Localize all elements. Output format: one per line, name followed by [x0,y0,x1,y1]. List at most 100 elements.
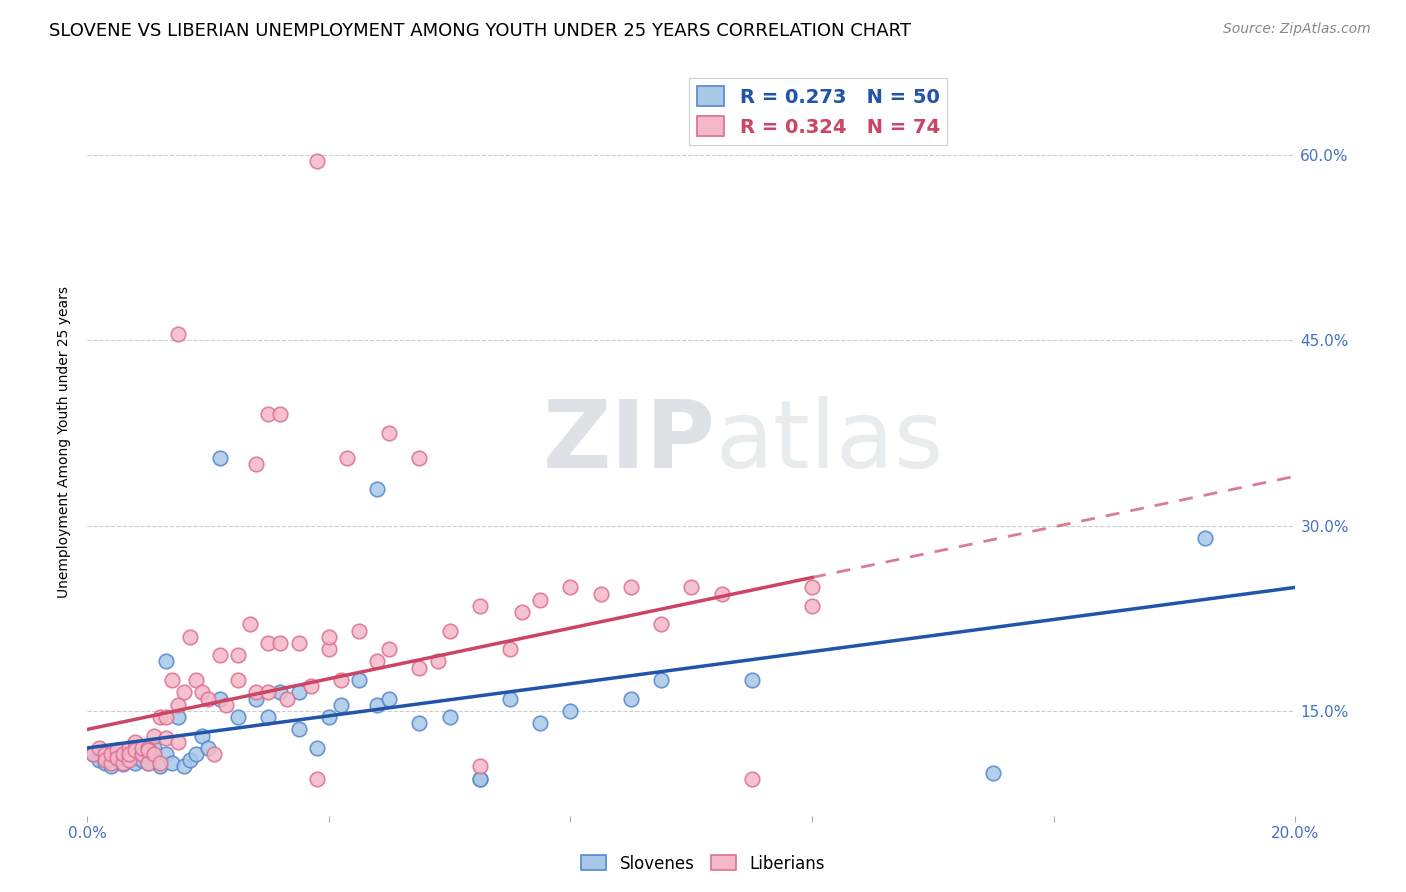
Point [124,743,146,757]
Point [269,636,291,650]
Point [366,482,388,496]
Point [149,759,172,773]
Point [179,630,201,644]
Point [100,759,122,773]
Text: atlas: atlas [716,396,943,488]
Point [166,710,188,724]
Point [94,753,117,767]
Point [983,765,1005,780]
Point [1194,531,1216,545]
Point [118,753,141,767]
Point [89,741,111,756]
Point [366,655,388,669]
Point [131,753,153,767]
Point [179,753,201,767]
Point [269,685,291,699]
Point [112,747,135,761]
Point [226,648,249,663]
Point [336,450,359,465]
Point [173,685,195,699]
Point [136,741,159,756]
Point [650,673,672,687]
Point [82,747,104,761]
Point [166,698,188,712]
Point [124,756,146,770]
Point [329,698,352,712]
Point [468,759,491,773]
Point [589,586,612,600]
Point [118,747,141,761]
Point [468,599,491,613]
Legend: Slovenes, Liberians: Slovenes, Liberians [575,848,831,880]
Point [191,729,214,743]
Point [118,751,141,765]
Point [149,756,172,770]
Point [245,457,267,471]
Point [801,599,824,613]
Point [142,729,165,743]
Point [202,747,225,761]
Point [155,710,177,724]
Point [142,741,165,756]
Point [439,710,461,724]
Point [276,691,298,706]
Point [136,756,159,770]
Point [197,691,219,706]
Point [131,741,153,756]
Point [305,741,328,756]
Point [94,747,117,761]
Point [142,747,165,761]
Point [426,655,449,669]
Point [118,741,141,756]
Point [184,673,207,687]
Point [118,747,141,761]
Point [155,747,177,761]
Point [347,624,370,638]
Point [136,743,159,757]
Point [160,756,183,770]
Point [245,685,267,699]
Point [112,757,135,772]
Point [269,408,291,422]
Point [620,691,643,706]
Point [124,749,146,764]
Point [650,617,672,632]
Point [105,753,128,767]
Point [100,756,122,770]
Point [287,636,309,650]
Point [468,772,491,786]
Point [468,772,491,786]
Legend: R = 0.273   N = 50, R = 0.324   N = 74: R = 0.273 N = 50, R = 0.324 N = 74 [689,78,948,145]
Point [299,679,322,693]
Point [105,751,128,765]
Point [499,691,522,706]
Point [149,710,172,724]
Point [510,605,533,619]
Point [439,624,461,638]
Point [529,592,551,607]
Point [209,450,232,465]
Point [160,673,183,687]
Point [378,425,401,440]
Point [239,617,262,632]
Point [560,704,582,718]
Point [408,716,430,731]
Point [741,772,763,786]
Point [710,586,733,600]
Point [100,747,122,761]
Point [347,673,370,687]
Point [305,154,328,169]
Point [245,691,267,706]
Point [173,759,195,773]
Point [257,685,280,699]
Point [329,673,352,687]
Point [155,655,177,669]
Point [82,747,104,761]
Point [378,691,401,706]
Point [209,691,232,706]
Point [226,710,249,724]
Point [166,327,188,342]
Point [318,710,340,724]
Point [209,648,232,663]
Point [94,756,117,770]
